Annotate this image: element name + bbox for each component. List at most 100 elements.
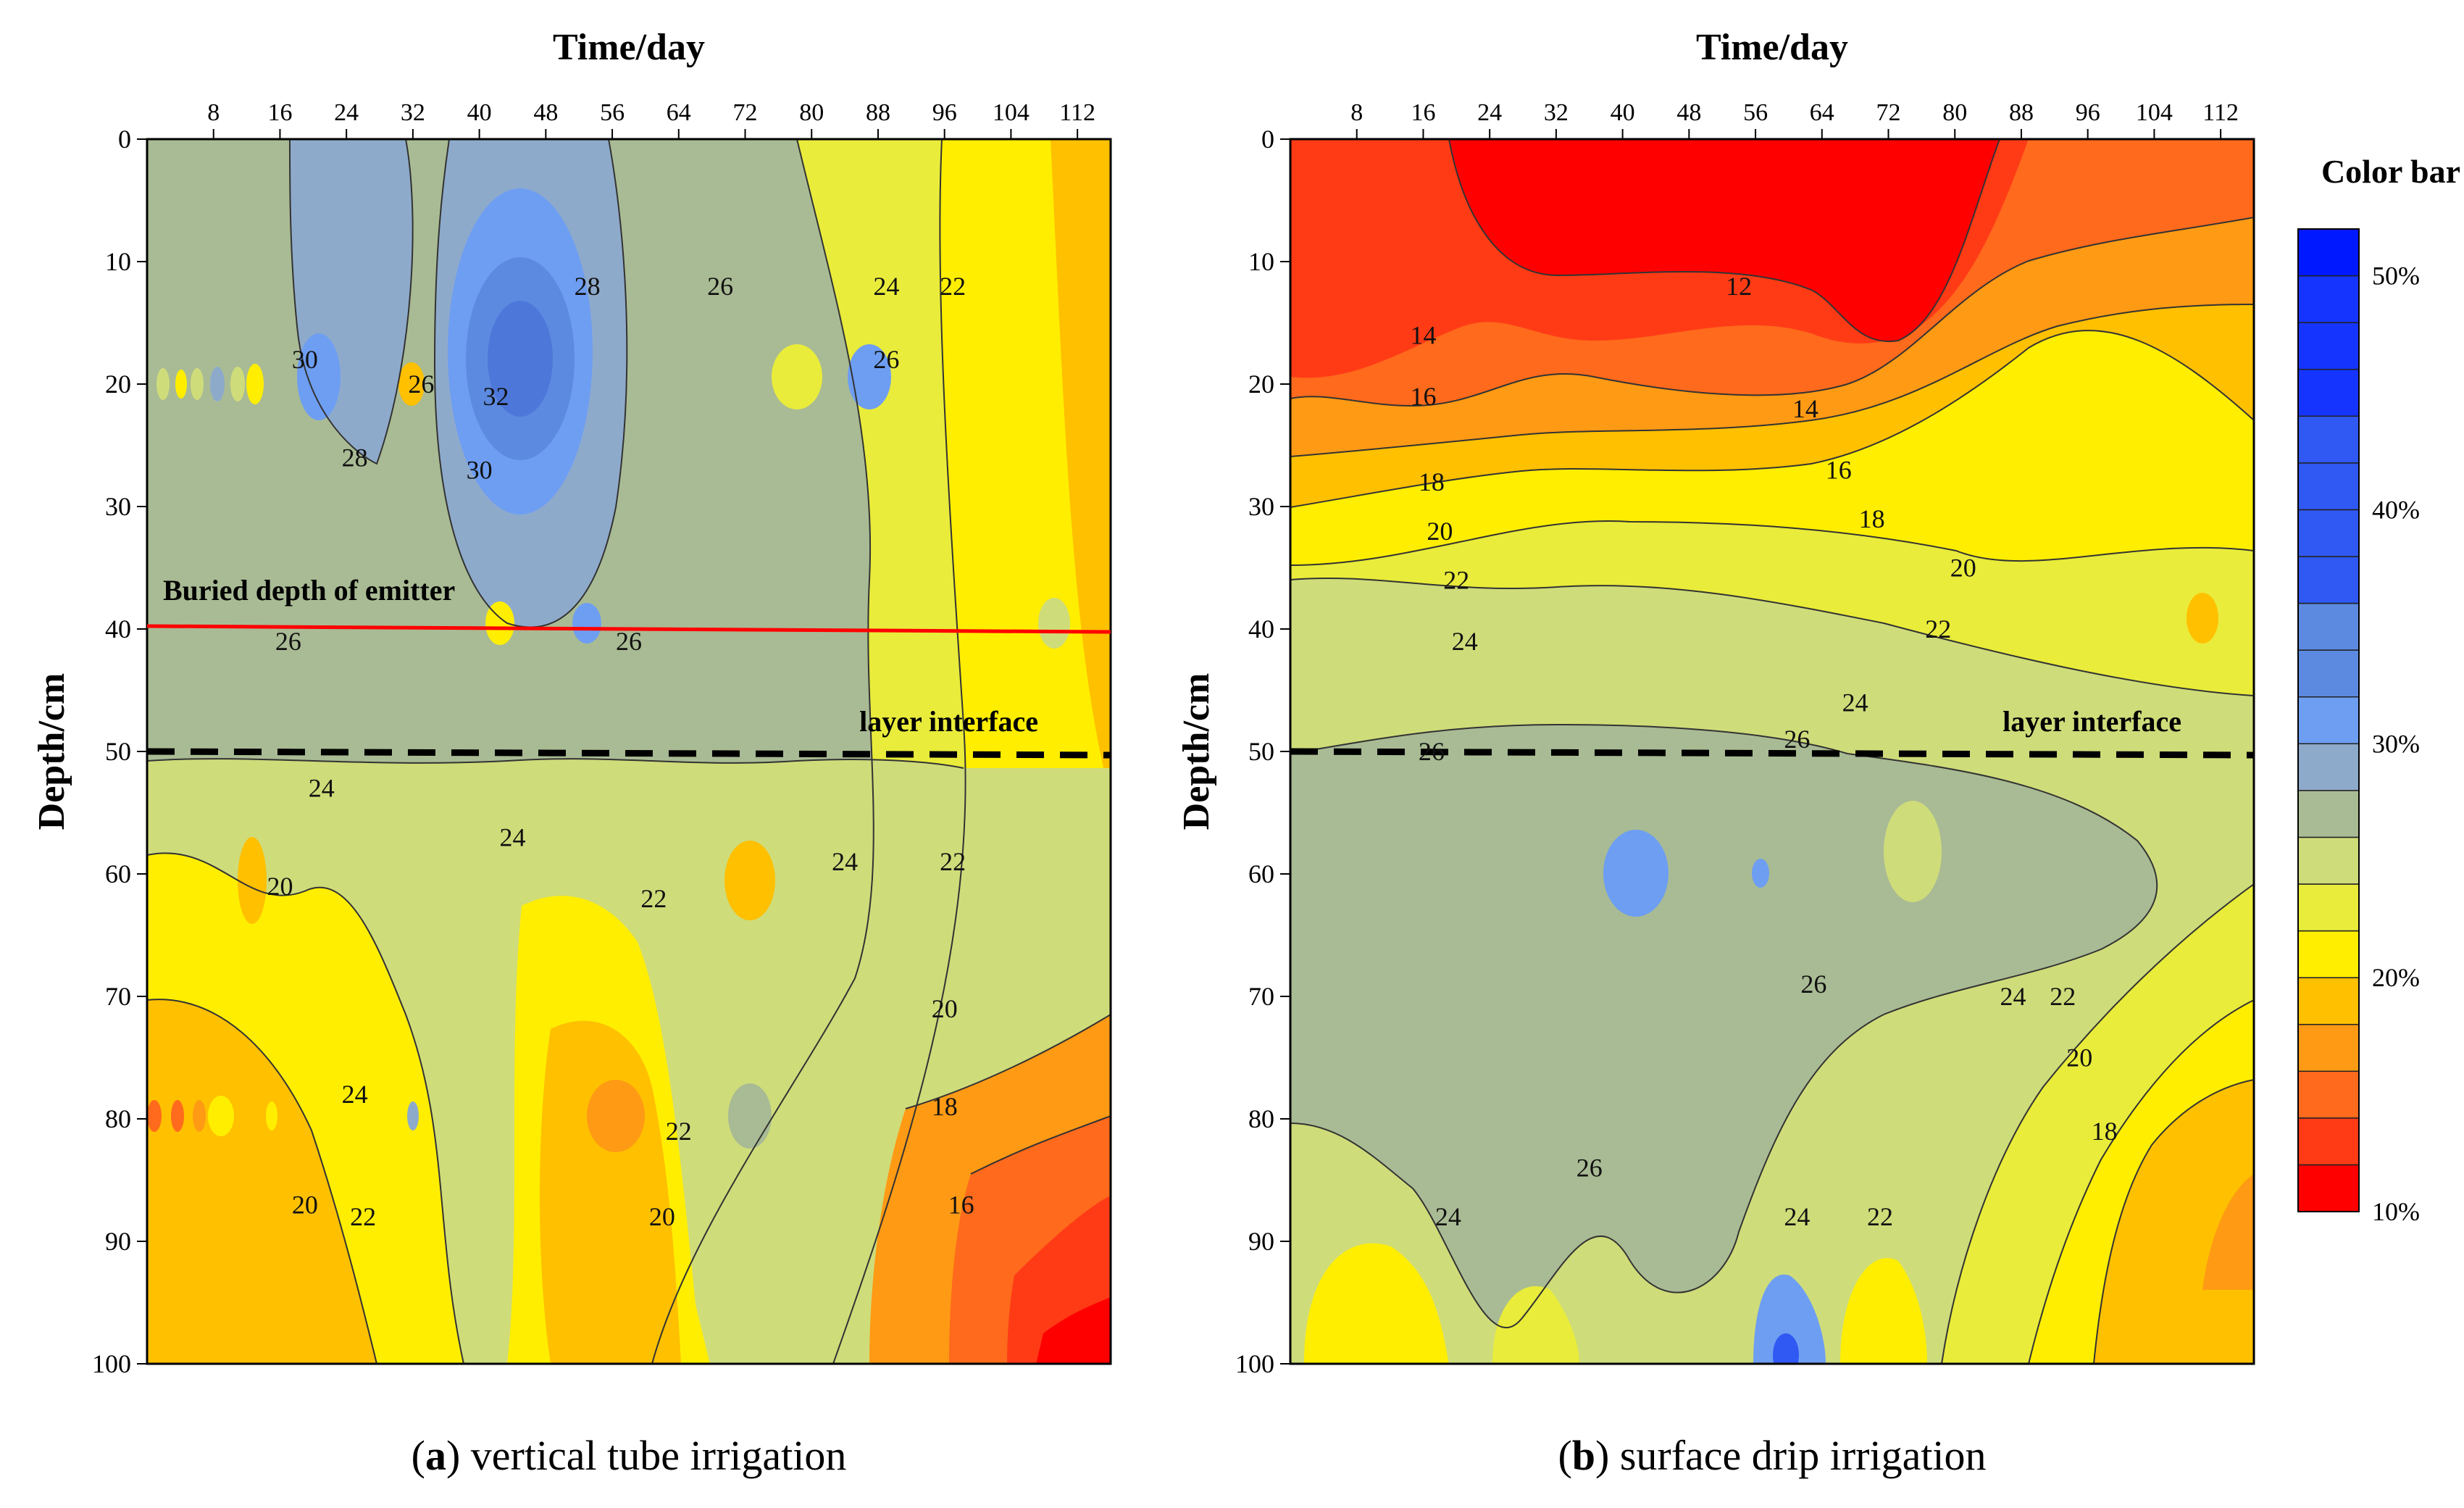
panel-b: layer interface 8 16 24 32 40 48 56 64 72 80 88 96 1… (1176, 27, 2255, 1479)
panel-b-contour-label: 24 (1784, 1202, 1810, 1231)
panel-b-region-26-mid (1290, 725, 2158, 1328)
panel-b-y-tick-label: 70 (1248, 982, 1274, 1011)
panel-b-region-10-upper (1449, 139, 2000, 342)
colorbar-segment (2297, 883, 2360, 932)
panel-a-x-axis: 8 16 24 32 40 48 56 64 72 80 88 96 104 112 (207, 99, 1095, 139)
panel-b-contour-label: 22 (1443, 565, 1469, 594)
panel-b-bubble-30 (1603, 830, 1669, 917)
panel-a-y-tick-label: 70 (105, 982, 131, 1011)
panel-a-region-20-mid (540, 1020, 681, 1364)
colorbar-segments (2297, 228, 2360, 1212)
panel-b-region-22-bottom2 (1492, 1286, 1579, 1364)
colorbar-tick-label: 50% (2372, 262, 2420, 291)
panel-a-y-tick-label: 60 (105, 859, 131, 888)
colorbar-segment (2297, 930, 2360, 978)
panel-a-region-30-small (297, 333, 341, 420)
colorbar-segment (2297, 977, 2360, 1025)
colorbar-segment (2297, 836, 2360, 885)
panel-b-region-20-bottom (1840, 1258, 1927, 1364)
panel-a-y-axis: 0 10 20 30 40 50 60 70 80 90 100 (92, 125, 147, 1378)
panel-a-contour-label: 22 (940, 847, 966, 876)
panel-a-contour-label: 22 (350, 1202, 376, 1231)
panel-a-contour-label: 30 (467, 455, 493, 484)
panel-b-reference-lines: layer interface (1290, 705, 2255, 759)
panel-a-eye (193, 1100, 206, 1132)
panel-b-y-tick-label: 20 (1248, 370, 1274, 399)
panel-a-contour-label: 24 (342, 1080, 368, 1109)
panel-a-eye (156, 368, 170, 400)
colorbar-segment (2297, 790, 2360, 838)
panel-b-contour-label: 16 (1410, 382, 1436, 411)
panel-a-contour-label: 22 (666, 1117, 692, 1146)
panel-b-contour-line (1290, 723, 2158, 1328)
panel-a-contour-line (832, 139, 966, 1364)
panel-a-region-24-bubble (772, 344, 822, 409)
colorbar-segment (2297, 368, 2360, 417)
panel-b-contour-line (1290, 577, 2254, 696)
panel-b-contour-label: 26 (1419, 737, 1445, 766)
panel-a-x-tick-label: 96 (932, 99, 957, 126)
panel-b-contour-label: 22 (1867, 1202, 1893, 1231)
panel-a-x-tick-label: 32 (401, 99, 425, 126)
panel-b-contour-label: 18 (1859, 504, 1885, 533)
panel-b-contour-label: 20 (1950, 554, 1976, 583)
panel-a-y-tick-label: 40 (105, 615, 131, 643)
panel-b-region-30-bottom (1753, 1274, 1826, 1364)
panel-b-contour-label: 18 (1419, 467, 1445, 496)
panel-a-region-34 (488, 301, 553, 417)
panel-a-emitter-label: Buried depth of emitter (163, 574, 455, 607)
panel-a-eyes-row-20 (156, 362, 425, 406)
panel-a-bubble-24 (1038, 598, 1070, 649)
panel-a-contour-label: 20 (292, 1190, 318, 1219)
panel-b-contour-line (1448, 139, 2000, 343)
panel-b-caption: (b) surface drip irrigation (1558, 1432, 1986, 1479)
panel-b-x-tick-label: 8 (1350, 99, 1363, 126)
panel-a-contour-label: 24 (873, 272, 899, 301)
panel-a-x-tick-label: 8 (207, 99, 220, 126)
panel-a-bubble-20 (724, 841, 775, 920)
panel-a: Buried depth of emitter layer interface 8… (31, 27, 1112, 1479)
panel-a-x-tick-label: 64 (667, 99, 691, 126)
panel-a-eye (523, 1101, 535, 1130)
colorbar-segment (2297, 1117, 2360, 1166)
panel-b-x-tick-label: 72 (1876, 99, 1901, 126)
panel-a-y-tick-label: 90 (105, 1227, 131, 1256)
panel-a-contour-label: 28 (575, 272, 601, 301)
colorbar-segment (2297, 649, 2360, 698)
panel-b-contour-label: 22 (2050, 982, 2076, 1011)
panel-a-x-tick-label: 88 (866, 99, 890, 126)
panel-a-contour-line (651, 139, 874, 1364)
panel-a-y-tick-label: 30 (105, 492, 131, 521)
panel-b-x-tick-label: 104 (2136, 99, 2173, 126)
panel-a-x-tick-label: 104 (993, 99, 1030, 126)
colorbar-frame (2297, 228, 2360, 1212)
panel-b-y-tick-label: 10 (1248, 247, 1274, 276)
panel-b-contour-line (1290, 520, 2254, 566)
panel-b-contour-line (1290, 304, 2254, 457)
panel-a-eye (230, 367, 245, 401)
colorbar-segment (2297, 509, 2360, 557)
panel-b-x-tick-label: 24 (1477, 99, 1502, 126)
panel-b-contour-label: 26 (1576, 1154, 1603, 1183)
panel-b-x-tick-label: 80 (1942, 99, 1967, 126)
panel-a-x-tick-label: 56 (600, 99, 625, 126)
panel-a-emitter-line (146, 624, 1111, 634)
panel-b-x-tick-label: 88 (2009, 99, 2034, 126)
panel-b-bubble-18 (2187, 593, 2218, 643)
panel-a-contour-field (147, 139, 1111, 1364)
panel-b-contour-label: 18 (2092, 1117, 2118, 1146)
panel-b-y-tick-label: 80 (1248, 1104, 1274, 1133)
panel-b-contour-line (2028, 999, 2254, 1364)
panel-a-bubble-26 (728, 1083, 772, 1149)
colorbar-segment (2297, 556, 2360, 604)
panel-a-contour-label: 30 (292, 345, 318, 374)
panel-b-contour-label: 12 (1726, 272, 1752, 301)
colorbar-title: Color bar (2321, 153, 2460, 190)
panel-b-y-tick-label: 0 (1261, 125, 1274, 154)
panel-a-y-tick-label: 10 (105, 247, 131, 276)
panel-a-contour-label: 24 (309, 774, 335, 803)
panel-b-x-tick-label: 96 (2076, 99, 2100, 126)
panel-a-caption: (a) vertical tube irrigation (412, 1432, 847, 1479)
